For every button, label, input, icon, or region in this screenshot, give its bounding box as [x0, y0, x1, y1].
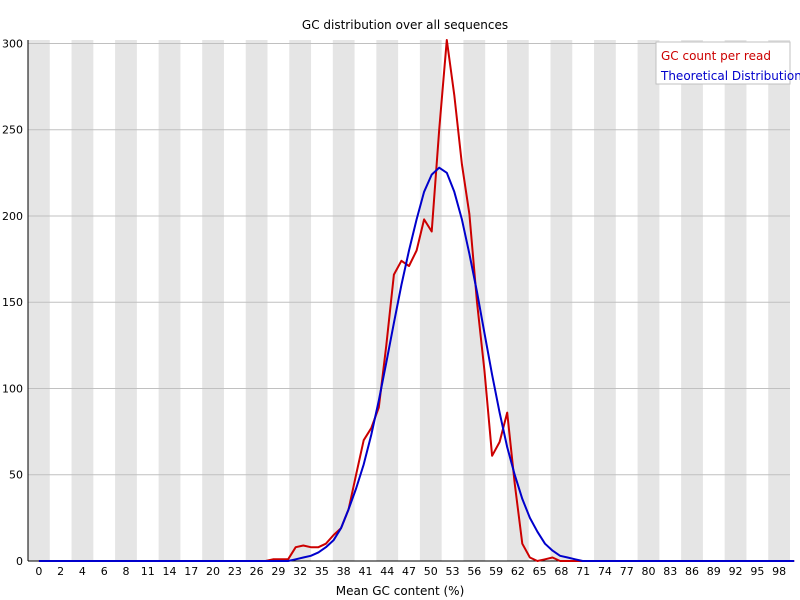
- series-lines: [38, 39, 795, 562]
- x-tick-label: 56: [467, 565, 481, 578]
- series-line-theoretical: [38, 166, 795, 562]
- x-tick-label: 86: [685, 565, 699, 578]
- legend-item-gc-count: GC count per read: [661, 49, 771, 63]
- stripe: [376, 40, 399, 561]
- chart-title: GC distribution over all sequences: [302, 18, 508, 32]
- x-tick-label: 77: [620, 565, 634, 578]
- x-tick-label: 59: [489, 565, 503, 578]
- x-tick-label: 47: [402, 565, 416, 578]
- x-tick-label: 4: [79, 565, 86, 578]
- horizontal-gridlines: [28, 42, 790, 562]
- x-tick-label: 38: [337, 565, 351, 578]
- y-tick-label: 50: [9, 469, 23, 482]
- x-tick-label: 41: [358, 565, 372, 578]
- y-tick-label: 0: [16, 555, 23, 568]
- x-tick-label: 14: [163, 565, 177, 578]
- stripe: [202, 40, 224, 561]
- x-tick-label: 32: [293, 565, 307, 578]
- y-tick-label: 200: [2, 210, 23, 223]
- x-tick-label: 53: [446, 565, 460, 578]
- stripe: [245, 40, 268, 561]
- x-tick-label: 68: [554, 565, 568, 578]
- x-tick-label: 62: [511, 565, 525, 578]
- x-tick-label: 26: [250, 565, 264, 578]
- x-tick-label: 6: [101, 565, 108, 578]
- x-tick-label: 17: [184, 565, 198, 578]
- stripe: [71, 40, 94, 561]
- stripe: [768, 40, 790, 561]
- x-tick-label: 65: [533, 565, 547, 578]
- x-tick-label: 74: [598, 565, 612, 578]
- x-tick-label: 11: [141, 565, 155, 578]
- x-tick-label: 2: [57, 565, 64, 578]
- x-tick-label: 29: [271, 565, 285, 578]
- y-tick-label: 250: [2, 124, 23, 137]
- legend-box: [655, 41, 791, 85]
- x-tick-label: 35: [315, 565, 329, 578]
- background-stripes: [28, 40, 790, 561]
- legend: GC count per read Theoretical Distributi…: [655, 41, 800, 85]
- stripe: [289, 40, 312, 561]
- stripe: [681, 40, 703, 561]
- x-tick-label: 92: [729, 565, 743, 578]
- x-tick-label: 89: [707, 565, 721, 578]
- stripe: [115, 40, 137, 561]
- x-tick-label: 83: [663, 565, 677, 578]
- stripe: [419, 40, 442, 561]
- x-tick-label: 95: [750, 565, 764, 578]
- y-tick-label: 100: [2, 382, 23, 395]
- stripe: [506, 40, 529, 561]
- x-tick-labels: 0 2 4 6 8 11 14 17 20 23 26 29 32 35 38 41 44 47 50 53 56 59 6…: [35, 565, 786, 578]
- stripe: [594, 40, 616, 561]
- x-tick-label: 50: [424, 565, 438, 578]
- stripe: [724, 40, 747, 561]
- y-tick-labels: 0 50 100 150 200 250 300: [2, 37, 23, 568]
- y-tick-label: 150: [2, 296, 23, 309]
- x-tick-label: 98: [772, 565, 786, 578]
- x-tick-label: 80: [641, 565, 655, 578]
- x-tick-label: 20: [206, 565, 220, 578]
- stripe: [158, 40, 181, 561]
- x-tick-label: 23: [228, 565, 242, 578]
- stripe: [28, 40, 50, 561]
- stripe: [332, 40, 355, 561]
- legend-item-theoretical: Theoretical Distribution: [660, 69, 800, 83]
- x-tick-label: 44: [380, 565, 394, 578]
- x-tick-label: 0: [35, 565, 42, 578]
- y-tick-label: 300: [2, 37, 23, 50]
- series-line-gc-count: [38, 39, 795, 562]
- x-tick-label: 71: [576, 565, 590, 578]
- stripe: [637, 40, 660, 561]
- stripe: [463, 40, 486, 561]
- stripe: [550, 40, 573, 561]
- x-axis-label: Mean GC content (%): [336, 584, 465, 598]
- x-tick-label: 8: [122, 565, 129, 578]
